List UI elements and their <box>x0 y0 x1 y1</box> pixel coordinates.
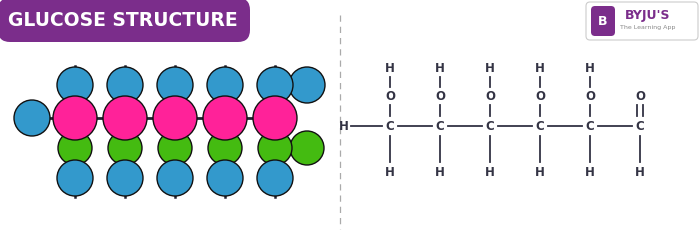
Ellipse shape <box>289 67 325 103</box>
Ellipse shape <box>58 131 92 165</box>
Ellipse shape <box>257 67 293 103</box>
Ellipse shape <box>53 96 97 140</box>
FancyBboxPatch shape <box>0 0 250 42</box>
Text: H: H <box>435 61 445 75</box>
Text: H: H <box>585 165 595 179</box>
Ellipse shape <box>290 131 324 165</box>
Ellipse shape <box>207 160 243 196</box>
Text: H: H <box>535 165 545 179</box>
Text: H: H <box>435 165 445 179</box>
Text: GLUCOSE STRUCTURE: GLUCOSE STRUCTURE <box>8 11 237 29</box>
Text: C: C <box>586 120 594 132</box>
Ellipse shape <box>158 131 192 165</box>
Ellipse shape <box>203 96 247 140</box>
Text: H: H <box>585 61 595 75</box>
Ellipse shape <box>57 67 93 103</box>
Text: C: C <box>386 120 394 132</box>
Ellipse shape <box>157 67 193 103</box>
Ellipse shape <box>57 160 93 196</box>
Ellipse shape <box>103 96 147 140</box>
Text: B: B <box>598 15 608 27</box>
Text: O: O <box>385 89 395 103</box>
Text: H: H <box>339 120 349 132</box>
Text: C: C <box>636 120 645 132</box>
Text: H: H <box>485 61 495 75</box>
FancyBboxPatch shape <box>586 2 698 40</box>
Ellipse shape <box>153 96 197 140</box>
Text: H: H <box>385 61 395 75</box>
Text: O: O <box>635 89 645 103</box>
Ellipse shape <box>14 100 50 136</box>
Text: H: H <box>385 165 395 179</box>
Text: O: O <box>535 89 545 103</box>
Text: C: C <box>435 120 444 132</box>
Text: H: H <box>635 165 645 179</box>
Text: H: H <box>485 165 495 179</box>
Text: H: H <box>535 61 545 75</box>
Ellipse shape <box>207 67 243 103</box>
Ellipse shape <box>107 67 143 103</box>
Text: C: C <box>536 120 545 132</box>
Ellipse shape <box>157 160 193 196</box>
Text: The Learning App: The Learning App <box>620 25 676 29</box>
Ellipse shape <box>208 131 242 165</box>
Ellipse shape <box>253 96 297 140</box>
FancyBboxPatch shape <box>591 6 615 36</box>
Text: O: O <box>485 89 495 103</box>
Ellipse shape <box>258 131 292 165</box>
Ellipse shape <box>107 160 143 196</box>
Ellipse shape <box>257 160 293 196</box>
Ellipse shape <box>108 131 142 165</box>
Text: C: C <box>486 120 494 132</box>
Text: O: O <box>585 89 595 103</box>
Text: BYJU'S: BYJU'S <box>625 9 671 22</box>
Text: O: O <box>435 89 445 103</box>
